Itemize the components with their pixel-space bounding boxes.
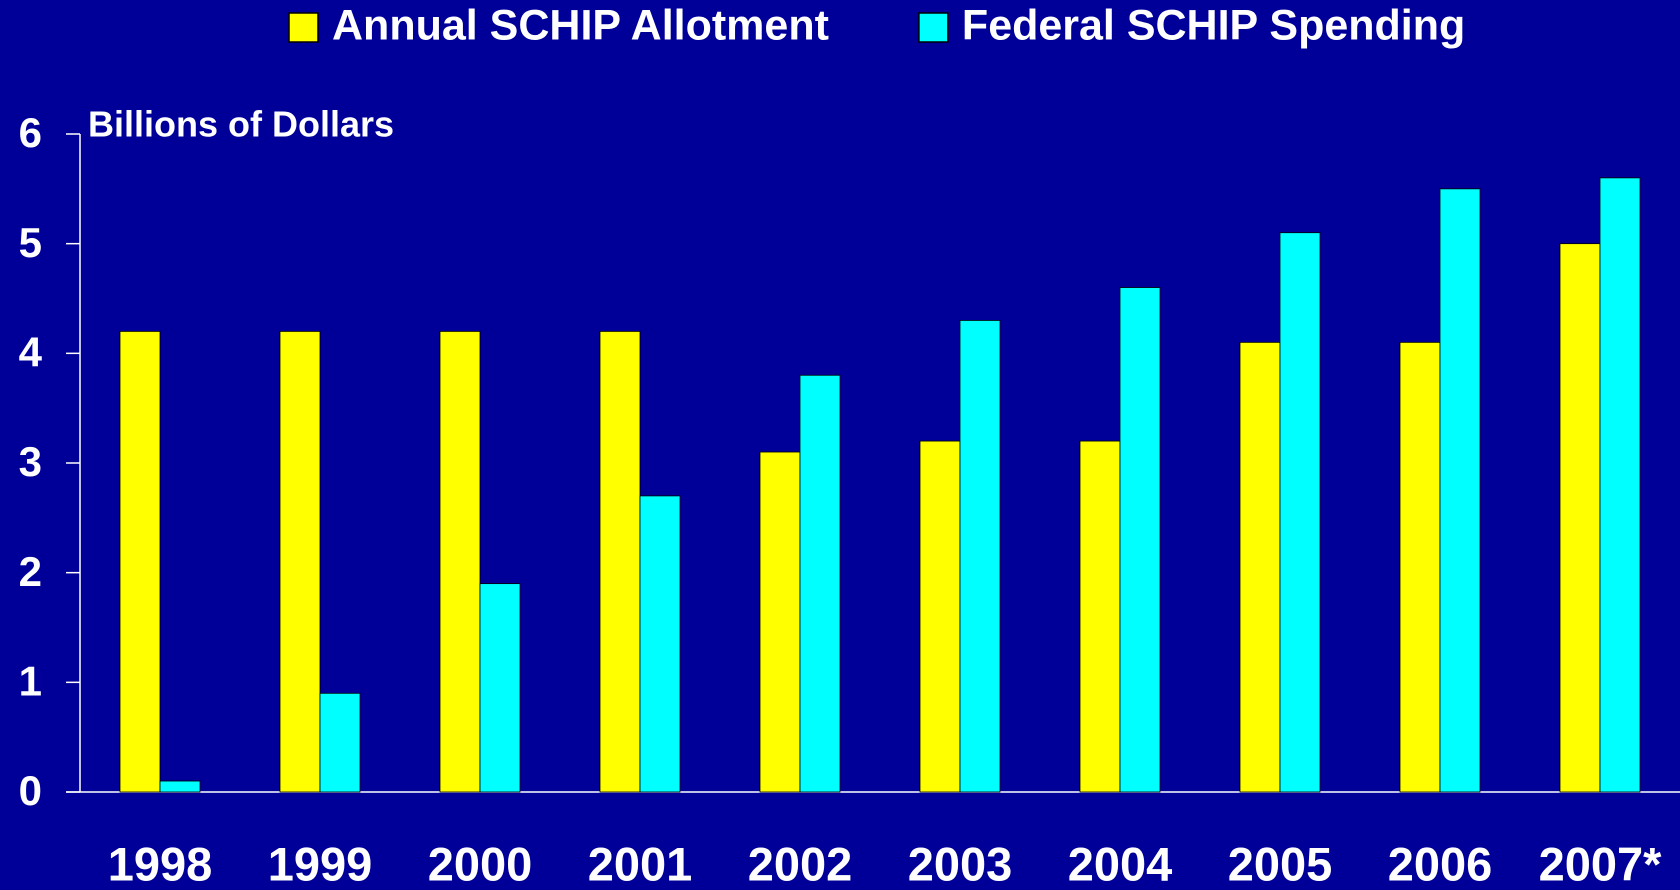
bar xyxy=(919,440,961,793)
x-tick-label: 2001 xyxy=(588,837,693,890)
x-tick-label: 1999 xyxy=(268,837,373,890)
y-tick-label: 0 xyxy=(19,767,42,814)
y-tick-label: 1 xyxy=(19,657,42,704)
bar xyxy=(1119,287,1161,793)
bar xyxy=(959,320,1001,793)
bar xyxy=(1079,440,1121,793)
x-tick-label: 2005 xyxy=(1228,837,1333,890)
legend-swatch xyxy=(288,12,319,43)
y-tick-label: 3 xyxy=(19,438,42,485)
y-tick-label: 6 xyxy=(19,109,42,156)
bar xyxy=(1279,232,1321,793)
legend-label: Annual SCHIP Allotment xyxy=(332,1,829,49)
legend-swatch xyxy=(918,12,949,43)
y-tick-label: 4 xyxy=(19,328,43,375)
x-tick-label: 2003 xyxy=(908,837,1013,890)
bar xyxy=(799,374,841,793)
legend-label: Federal SCHIP Spending xyxy=(962,1,1465,49)
bar xyxy=(599,330,641,793)
bar xyxy=(439,330,481,793)
bar xyxy=(1599,177,1641,793)
x-tick-label: 1998 xyxy=(108,837,213,890)
bar xyxy=(1239,341,1281,793)
x-tick-label: 2004 xyxy=(1068,837,1173,890)
x-tick-label: 2002 xyxy=(748,837,853,890)
y-tick-label: 2 xyxy=(19,548,42,595)
bar xyxy=(319,692,361,793)
bar xyxy=(1439,188,1481,793)
x-tick-label: 2007* xyxy=(1539,837,1663,890)
bar xyxy=(759,451,801,793)
bar xyxy=(119,330,161,793)
y-axis-label: Billions of Dollars xyxy=(88,104,394,145)
bar xyxy=(279,330,321,793)
y-tick-label: 5 xyxy=(19,219,42,266)
x-tick-label: 2000 xyxy=(428,837,533,890)
x-tick-label: 2006 xyxy=(1388,837,1493,890)
bar xyxy=(1399,341,1441,793)
bar xyxy=(1559,243,1601,793)
bar xyxy=(479,583,521,793)
bar xyxy=(639,495,681,793)
bar xyxy=(159,780,201,793)
